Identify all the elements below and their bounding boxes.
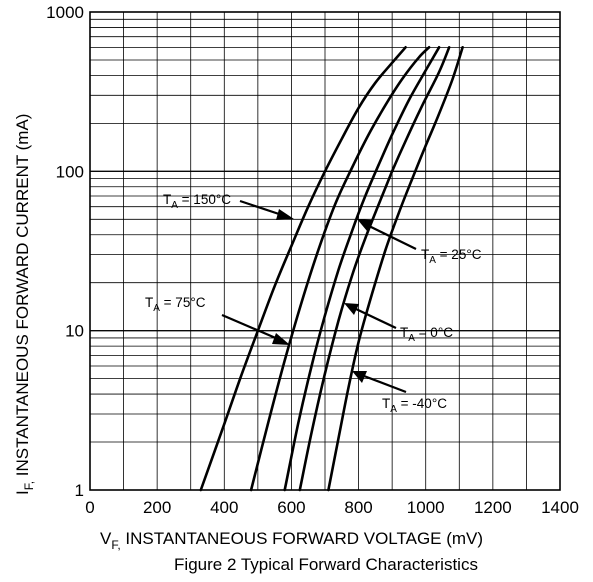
arrow-150 (239, 199, 283, 217)
series-line-150°C (199, 46, 407, 492)
annotation-neg40: TA = -40°C (352, 371, 447, 415)
x-tick-label: 1000 (407, 498, 445, 517)
x-tick-label: 200 (143, 498, 171, 517)
arrowhead-75 (272, 333, 290, 345)
label-0: TA = 0°C (400, 325, 453, 344)
y-tick-label: 1000 (46, 3, 84, 22)
x-tick-label: 1400 (541, 498, 579, 517)
arrow-0 (355, 308, 397, 329)
x-axis-label: VF, INSTANTANEOUS FORWARD VOLTAGE (mV) (100, 529, 483, 552)
label-25: TA = 25°C (421, 247, 482, 266)
curves (199, 46, 464, 492)
label-150: TA = 150°C (163, 192, 231, 211)
y-tick-label: 100 (56, 162, 84, 181)
x-tick-label: 0 (85, 498, 94, 517)
tick-labels: 0 200 400 600 800 1000 1200 1400 1 10 100 1000 (46, 3, 579, 517)
arrow-25 (368, 225, 417, 250)
arrowhead-150 (276, 209, 294, 220)
label-75: TA = 75°C (145, 295, 206, 314)
series-line--40°C (327, 46, 464, 492)
arrow-75 (221, 313, 279, 341)
annotation-150: TA = 150°C (163, 192, 294, 220)
series-line-0°C (298, 46, 451, 492)
label-neg40: TA = -40°C (382, 396, 447, 415)
grid (90, 12, 560, 490)
y-tick-label: 10 (65, 322, 84, 341)
arrow-neg40 (363, 374, 407, 394)
arrowhead-neg40 (352, 371, 367, 383)
arrowhead-25 (357, 219, 372, 231)
annotation-0: TA = 0°C (344, 303, 453, 344)
plot-frame (89, 11, 561, 491)
series-line-75°C (249, 46, 431, 492)
arrowhead-0 (344, 303, 359, 315)
y-axis-label: IF, INSTANTANEOUS FORWARD CURRENT (mA) (13, 114, 36, 495)
annotation-25: TA = 25°C (357, 219, 482, 266)
x-tick-label: 600 (277, 498, 305, 517)
series-line-25°C (283, 46, 441, 492)
annotation-75: TA = 75°C (145, 295, 290, 345)
x-tick-label: 400 (210, 498, 238, 517)
x-tick-label: 800 (344, 498, 372, 517)
y-tick-label: 1 (75, 481, 84, 500)
x-tick-label: 1200 (474, 498, 512, 517)
figure-caption: Figure 2 Typical Forward Characteristics (174, 555, 478, 574)
